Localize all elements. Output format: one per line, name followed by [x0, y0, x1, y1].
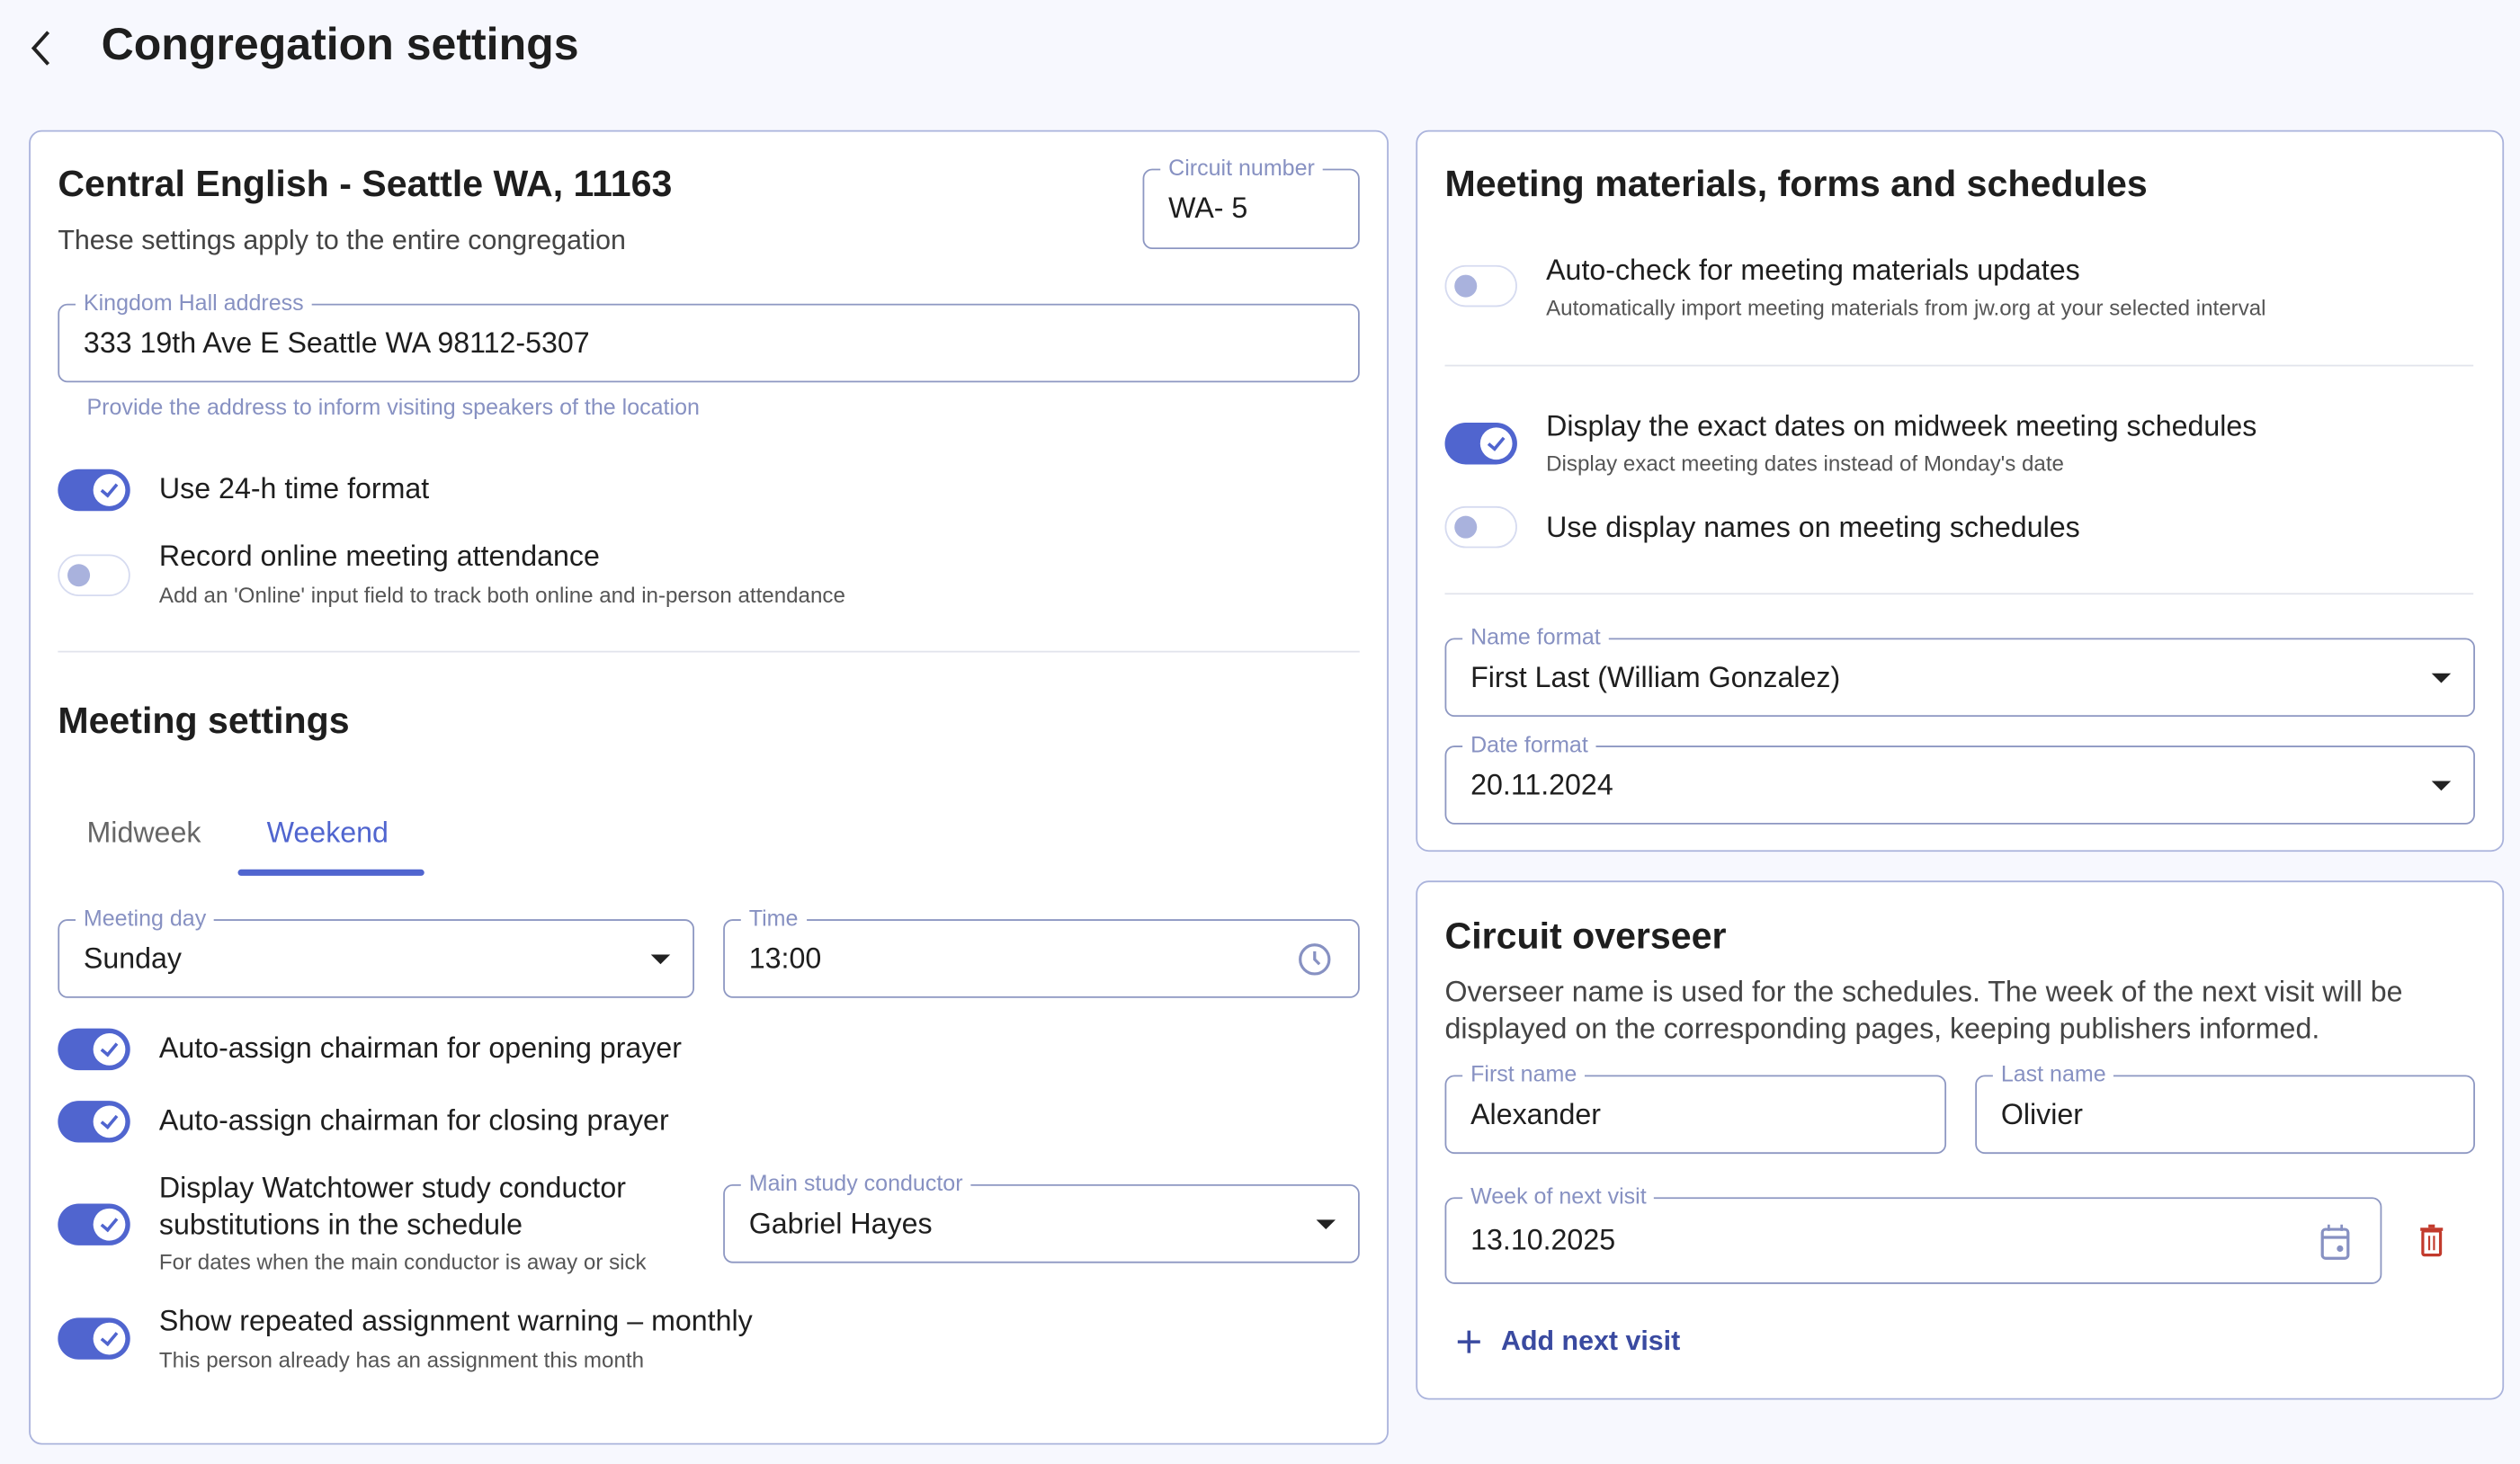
- materials-card: Meeting materials, forms and schedules A…: [1416, 129, 2505, 853]
- toggle-conductor-substitutions[interactable]: [58, 1203, 130, 1245]
- toggle-repeated-warning[interactable]: [58, 1317, 130, 1360]
- divider: [58, 650, 1360, 653]
- field-label: Name format: [1462, 623, 1609, 649]
- tab-weekend[interactable]: Weekend: [266, 816, 389, 849]
- toggle-label: Display the exact dates on midweek meeti…: [1546, 409, 2257, 442]
- field-label: First name: [1462, 1060, 1586, 1087]
- field-value: Gabriel Hayes: [748, 1207, 933, 1239]
- toggle-label: Show repeated assignment warning – month…: [158, 1305, 753, 1337]
- field-value: Alexander: [1470, 1097, 1601, 1130]
- field-value: Sunday: [83, 942, 183, 974]
- field-value: Olivier: [2000, 1097, 2083, 1130]
- field-value: First Last (William Gonzalez): [1470, 660, 1841, 693]
- field-label: Time: [740, 905, 807, 931]
- plus-icon: [1457, 1330, 1480, 1353]
- circuit-overseer-card: Circuit overseer Overseer name is used f…: [1416, 880, 2505, 1400]
- address-helper-text: Provide the address to inform visiting s…: [86, 393, 700, 420]
- field-value: 13:00: [748, 942, 822, 974]
- time-field[interactable]: Time 13:00: [723, 905, 1360, 998]
- clock-icon[interactable]: [1297, 942, 1332, 977]
- field-label: Kingdom Hall address: [75, 289, 312, 316]
- overseer-description: Overseer name is used for the schedules.…: [1444, 975, 2403, 1008]
- toggle-label: Auto-assign chairman for opening prayer: [158, 1031, 683, 1064]
- congregation-title: Central English - Seattle WA, 11163: [58, 162, 673, 204]
- field-label: Date format: [1462, 731, 1596, 757]
- field-label: Week of next visit: [1462, 1183, 1655, 1209]
- calendar-icon[interactable]: [2319, 1223, 2352, 1262]
- toggle-description: Display exact meeting dates instead of M…: [1546, 451, 2064, 476]
- field-value: 13.10.2025: [1470, 1223, 1616, 1256]
- add-next-visit-label: Add next visit: [1501, 1326, 1681, 1357]
- toggle-description: For dates when the main conductor is awa…: [158, 1250, 647, 1275]
- toggle-label: Display Watchtower study conductor: [158, 1171, 626, 1204]
- active-tab-indicator: [237, 869, 424, 876]
- congregation-card: Central English - Seattle WA, 11163 Thes…: [29, 129, 1389, 1445]
- field-label: Main study conductor: [740, 1169, 971, 1196]
- toggle-online-attendance[interactable]: [58, 554, 130, 596]
- toggle-label: Use 24-h time format: [158, 472, 430, 505]
- kingdom-hall-address-field[interactable]: Kingdom Hall address 333 19th Ave E Seat…: [58, 289, 1360, 383]
- overseer-title: Circuit overseer: [1444, 914, 1727, 957]
- toggle-description: Automatically import meeting materials f…: [1546, 295, 2266, 320]
- field-value: 333 19th Ave E Seattle WA 98112-5307: [83, 326, 590, 359]
- toggle-description: Add an 'Online' input field to track bot…: [158, 583, 845, 608]
- date-format-select[interactable]: Date format 20.11.2024: [1444, 731, 2475, 825]
- toggle-description: This person already has an assignment th…: [158, 1348, 645, 1373]
- main-study-conductor-select[interactable]: Main study conductor Gabriel Hayes: [723, 1169, 1360, 1263]
- overseer-description: displayed on the corresponding pages, ke…: [1444, 1012, 2320, 1045]
- toggle-opening-prayer[interactable]: [58, 1028, 130, 1071]
- toggle-closing-prayer[interactable]: [58, 1101, 130, 1143]
- tab-midweek[interactable]: Midweek: [86, 816, 201, 849]
- materials-title: Meeting materials, forms and schedules: [1444, 162, 2148, 204]
- field-label: Last name: [1992, 1060, 2114, 1087]
- last-name-field[interactable]: Last name Olivier: [1975, 1060, 2475, 1155]
- divider: [1444, 364, 2474, 367]
- dropdown-arrow-icon: [1316, 1219, 1336, 1229]
- dropdown-arrow-icon: [2431, 672, 2452, 683]
- toggle-24h-format[interactable]: [58, 469, 130, 512]
- toggle-label: Auto-check for meeting materials updates: [1546, 254, 2080, 287]
- divider: [1444, 593, 2474, 595]
- add-next-visit-button[interactable]: Add next visit: [1456, 1326, 1680, 1358]
- page-title: Congregation settings: [101, 19, 579, 69]
- toggle-label: substitutions in the schedule: [158, 1208, 523, 1241]
- meeting-settings-title: Meeting settings: [58, 699, 350, 741]
- first-name-field[interactable]: First name Alexander: [1444, 1060, 1947, 1155]
- meeting-day-select[interactable]: Meeting day Sunday: [58, 905, 694, 998]
- field-value: 20.11.2024: [1470, 768, 1613, 800]
- field-label: Meeting day: [75, 905, 215, 931]
- toggle-label: Use display names on meeting schedules: [1546, 511, 2080, 544]
- delete-icon[interactable]: [2417, 1223, 2446, 1258]
- dropdown-arrow-icon: [650, 953, 671, 964]
- toggle-display-names[interactable]: [1444, 505, 1517, 549]
- field-label: Circuit number: [1160, 154, 1323, 181]
- toggle-label: Auto-assign chairman for closing prayer: [158, 1103, 669, 1137]
- week-of-next-visit-field[interactable]: Week of next visit 13.10.2025: [1444, 1183, 2382, 1284]
- field-value: WA- 5: [1168, 192, 1248, 225]
- toggle-label: Record online meeting attendance: [158, 540, 600, 573]
- congregation-subtitle: These settings apply to the entire congr…: [58, 225, 626, 256]
- toggle-auto-check-materials[interactable]: [1444, 264, 1517, 308]
- dropdown-arrow-icon: [2431, 780, 2452, 790]
- circuit-number-field[interactable]: Circuit number WA- 5: [1142, 154, 1360, 249]
- chevron-left-icon[interactable]: [26, 27, 58, 68]
- toggle-exact-dates[interactable]: [1444, 422, 1517, 465]
- name-format-select[interactable]: Name format First Last (William Gonzalez…: [1444, 623, 2475, 718]
